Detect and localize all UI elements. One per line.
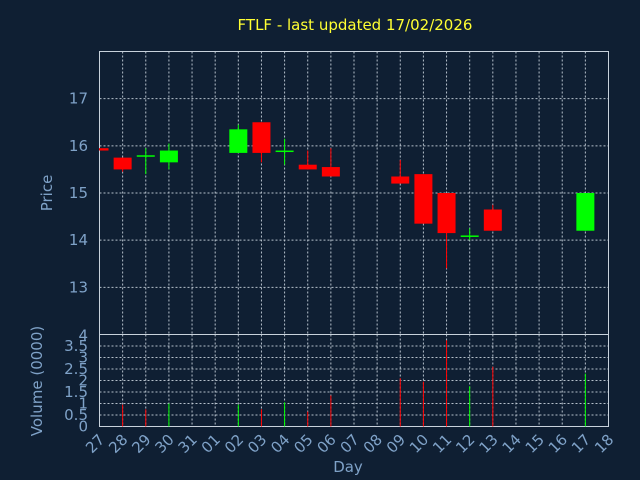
volume-tick-label: 0.5 [64, 406, 88, 424]
price-panel: 13 14 15 16 17 Price [38, 51, 609, 335]
volume-tick-label: 4 [78, 327, 88, 345]
candles [99, 122, 595, 269]
volume-frame [99, 334, 609, 427]
chart-title: FTLF - last updated 17/02/2026 [238, 16, 473, 34]
volume-tick-label: 3.5 [64, 337, 88, 355]
price-axis-label: Price [38, 175, 56, 212]
price-tick-label: 13 [69, 278, 88, 296]
day-axis-label: Day [333, 458, 363, 476]
volume-tick-label: 1 [78, 395, 88, 413]
price-tick-label: 16 [69, 137, 88, 155]
volume-tick-label: 0 [78, 418, 88, 436]
price-tick-label: 15 [69, 184, 88, 202]
volume-panel: 00.511.522.533.54 Volume (0000) [28, 326, 609, 436]
candle-body [576, 193, 595, 231]
price-tick-label: 14 [69, 231, 88, 249]
volume-axis-ticks: 00.511.522.533.54 [64, 327, 88, 436]
volume-grid [99, 334, 609, 427]
candle-body [99, 148, 109, 151]
price-axis-ticks: 13 14 15 16 17 [69, 90, 88, 297]
candle-body [483, 209, 502, 231]
candle-body [414, 174, 433, 224]
candle-body [460, 235, 479, 237]
candle-body [159, 150, 178, 163]
candle-body [275, 150, 294, 153]
candle-body [252, 122, 271, 153]
price-grid [99, 51, 609, 335]
volume-tick-label: 3 [78, 349, 88, 367]
volume-axis-label: Volume (0000) [28, 326, 46, 436]
day-axis-ticks: 2728293031010203040506070809101112131415… [82, 431, 617, 457]
volume-tick-label: 1.5 [64, 383, 88, 401]
volume-tick-label: 2.5 [64, 360, 88, 378]
candle-body [391, 176, 410, 184]
candle-body [229, 129, 248, 153]
candle-body [298, 164, 317, 170]
volume-bars [122, 340, 586, 427]
candle-body [113, 157, 132, 170]
day-tick-label: 18 [591, 431, 617, 457]
candle-body [321, 167, 340, 177]
price-tick-label: 17 [69, 90, 88, 108]
volume-tick-label: 2 [78, 372, 88, 390]
candle-body [136, 155, 155, 157]
candle-body [437, 193, 456, 234]
